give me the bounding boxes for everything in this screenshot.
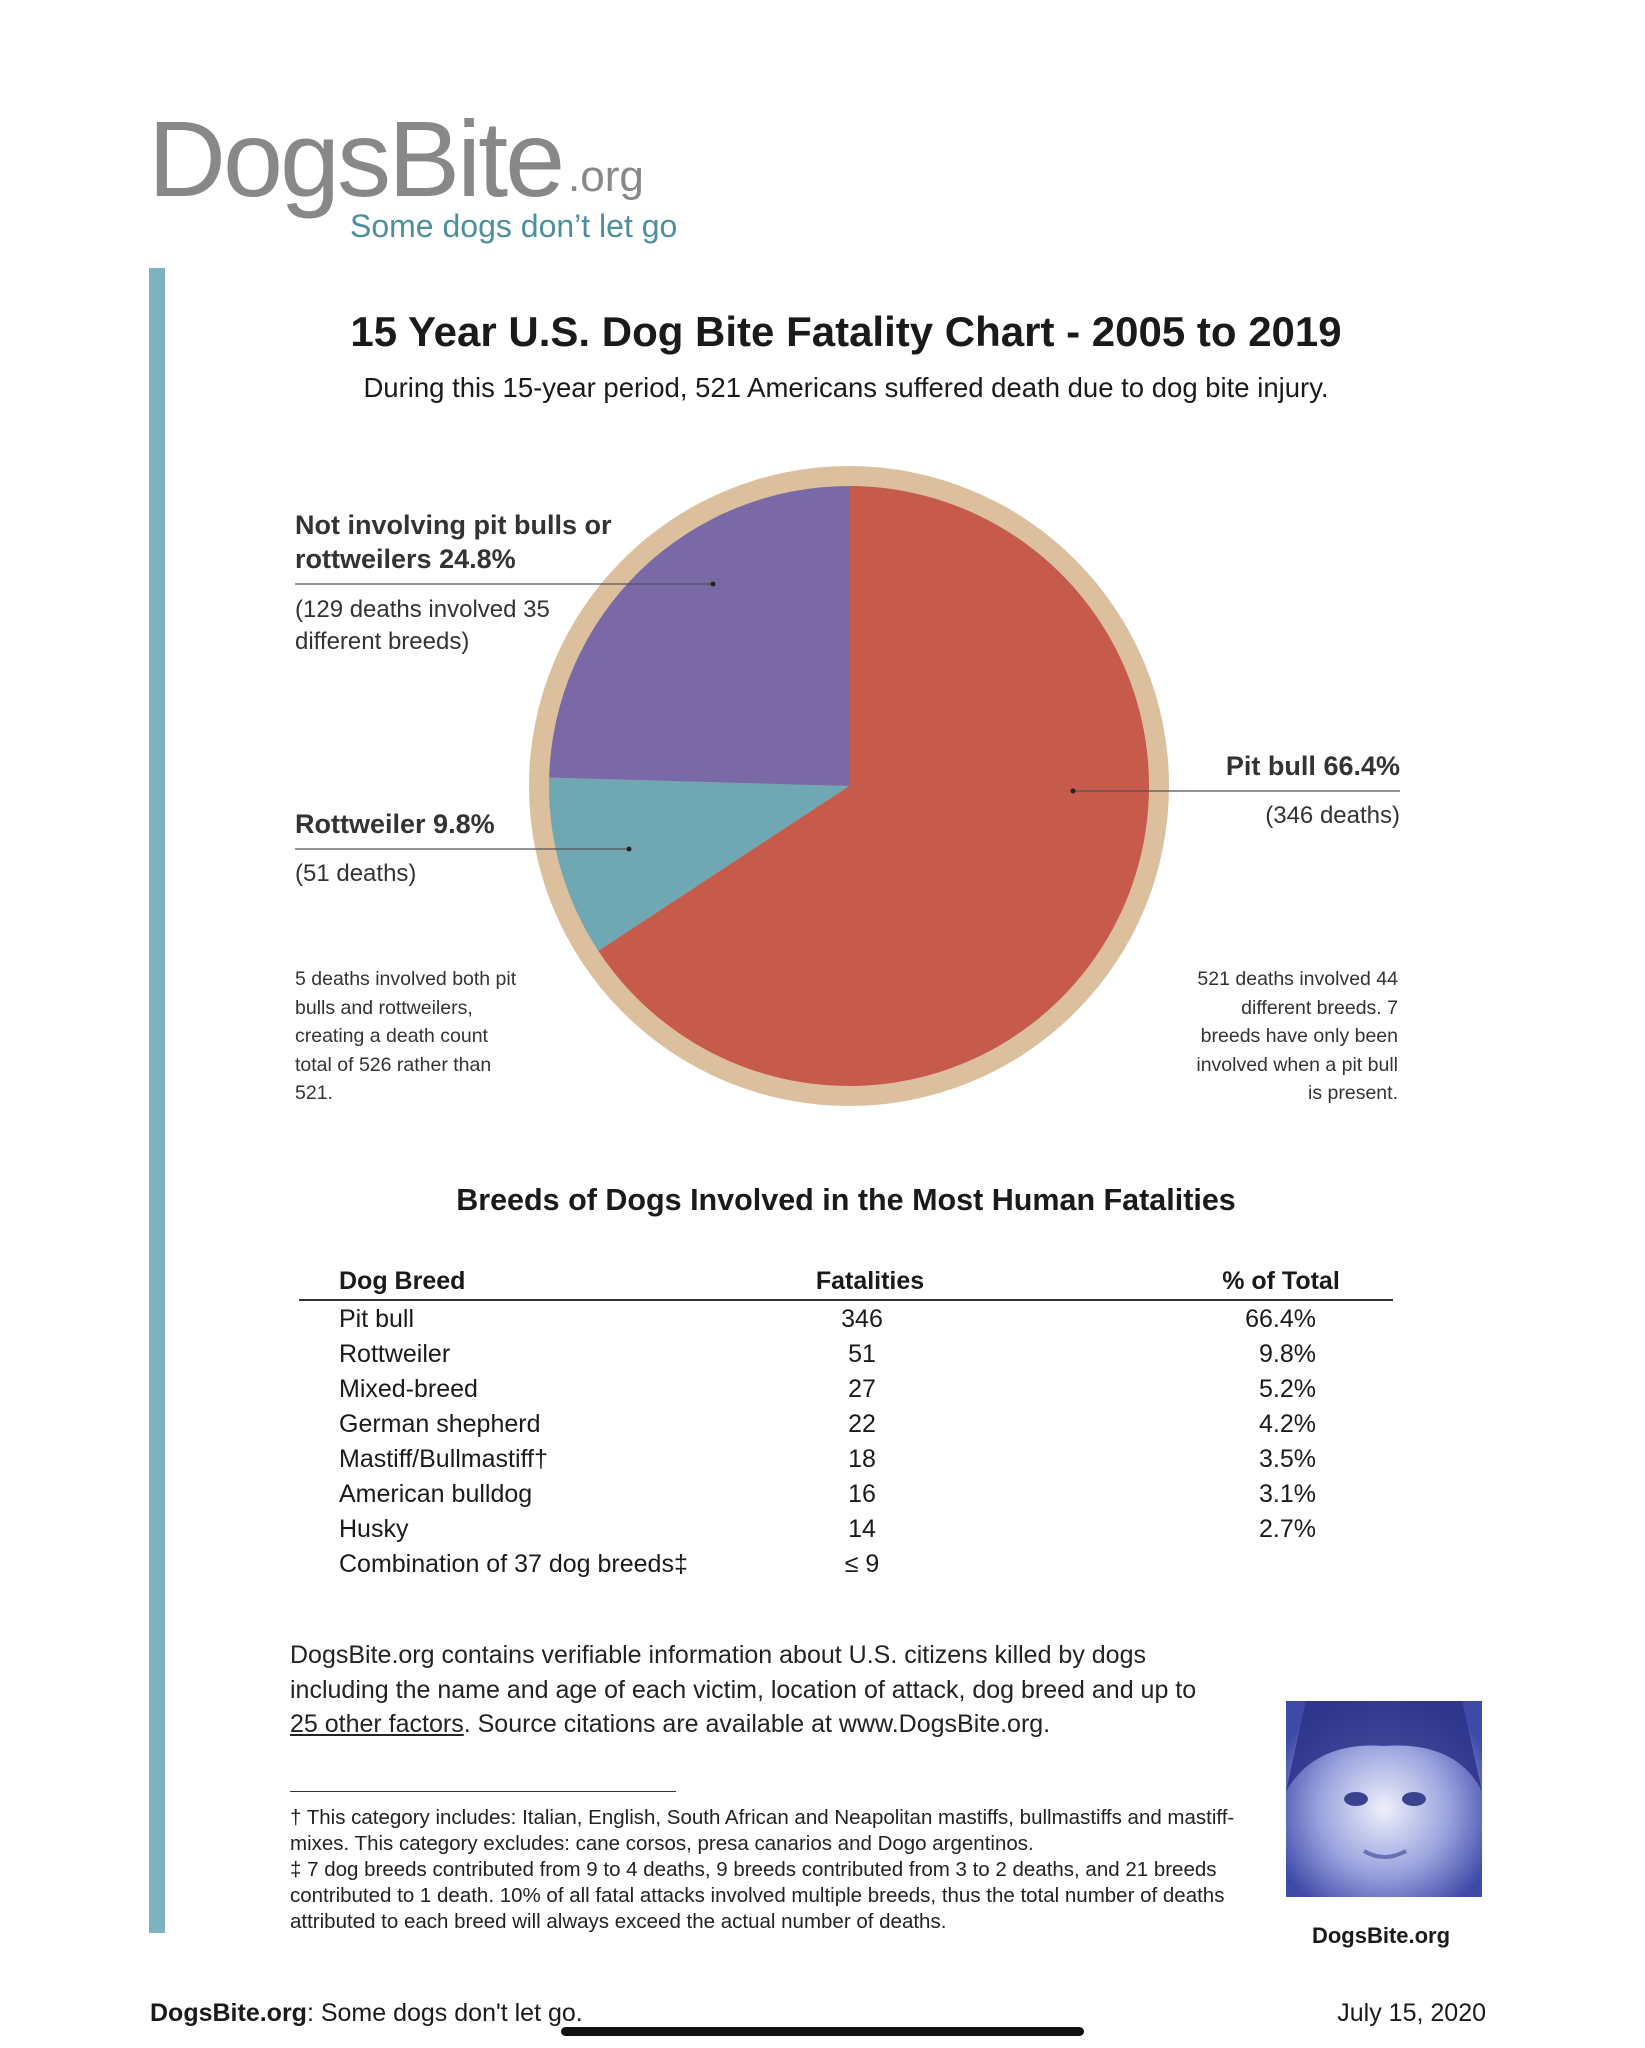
footnote: ‡ 7 dog breeds contributed from 9 to 4 d… xyxy=(290,1858,1225,1933)
table-cell: 51 xyxy=(848,1340,876,1368)
table-cell: 27 xyxy=(848,1375,876,1403)
table-cell: Mixed-breed xyxy=(339,1375,478,1403)
table-cell: 346 xyxy=(841,1305,883,1333)
footer-site: DogsBite.org xyxy=(150,1999,307,2027)
table-title: Breeds of Dogs Involved in the Most Huma… xyxy=(456,1183,1236,1217)
table-header: % of Total xyxy=(1222,1267,1340,1295)
table-cell: German shepherd xyxy=(339,1410,541,1438)
logo-name: DogsBite xyxy=(148,98,565,219)
table-cell: 66.4% xyxy=(1245,1305,1316,1333)
footer-tagline: : Some dogs don't let go. xyxy=(306,1999,583,2027)
table-cell: Rottweiler xyxy=(339,1340,451,1368)
text: DogsBite.org contains verifiable informa… xyxy=(290,1641,1197,1704)
table-cell: ≤ 9 xyxy=(844,1550,880,1578)
footer-date: July 15, 2020 xyxy=(1337,1999,1486,2027)
footer: DogsBite.org: Some dogs don't let go. xyxy=(150,1999,583,2028)
table-cell: 22 xyxy=(848,1410,876,1438)
leader-dot xyxy=(710,581,716,587)
annotation: (51 deaths) xyxy=(295,860,417,887)
footnote: † This category includes: Italian, Engli… xyxy=(290,1806,1235,1855)
chart-subtitle: During this 15-year period, 521 American… xyxy=(363,372,1329,403)
table-cell: Pit bull xyxy=(339,1305,415,1333)
table-cell: 16 xyxy=(848,1480,876,1508)
logo-tagline: Some dogs don’t let go xyxy=(350,208,678,244)
value-label: 9.8% xyxy=(433,809,495,839)
slice-label: Rottweiler 9.8% xyxy=(295,807,495,841)
link[interactable]: 25 other factors xyxy=(290,1710,464,1738)
footnote-rule xyxy=(290,1791,676,1792)
table-cell: American bulldog xyxy=(339,1480,533,1508)
slice-label: Not involving pit bulls or rottweilers 2… xyxy=(295,508,625,576)
table-cell: 4.2% xyxy=(1259,1410,1316,1438)
annotation: (346 deaths) xyxy=(1265,802,1400,829)
table-header: Fatalities xyxy=(815,1267,925,1295)
table-header: Dog Breed xyxy=(339,1267,466,1295)
pie-chart xyxy=(295,466,1400,1106)
side-bar xyxy=(149,268,165,1933)
slice-label: Pit bull 66.4% xyxy=(1226,749,1400,783)
category: Not involving pit bulls or rottweilers xyxy=(295,510,612,574)
leader-dot xyxy=(626,846,632,852)
footnotes: † This category includes: Italian, Engli… xyxy=(290,1805,1260,1935)
table-cell: Mastiff/Bullmastiff† xyxy=(339,1445,548,1473)
photo xyxy=(1286,1701,1482,1897)
table-cell: 9.8% xyxy=(1259,1340,1316,1368)
table-cell: 18 xyxy=(848,1445,876,1473)
table-cell: 14 xyxy=(848,1515,876,1543)
category: Pit bull xyxy=(1225,751,1316,781)
photo-caption: DogsBite.org xyxy=(1311,1923,1451,1948)
chart-title: 15 Year U.S. Dog Bite Fatality Chart - 2… xyxy=(350,308,1342,355)
logo-suffix: .org xyxy=(568,152,644,201)
note: 5 deaths involved both pit bulls and rot… xyxy=(295,968,517,1104)
table-cell: 2.7% xyxy=(1259,1515,1316,1543)
pie-slice xyxy=(549,486,849,786)
value-label: 24.8% xyxy=(439,544,516,574)
table-cell: 3.1% xyxy=(1259,1480,1316,1508)
table-rule xyxy=(299,1299,1393,1301)
paragraph: DogsBite.org contains verifiable informa… xyxy=(290,1638,1220,1742)
note: 521 deaths involved 44 different breeds.… xyxy=(1196,968,1398,1104)
pie-slice xyxy=(549,777,849,951)
table-cell: Combination of 37 dog breeds‡ xyxy=(339,1550,688,1578)
text: . Source citations are available at www.… xyxy=(463,1710,1051,1738)
category: Rottweiler xyxy=(295,809,426,839)
table-cell: Husky xyxy=(339,1515,409,1543)
home-indicator xyxy=(561,2027,1084,2036)
annotation: (129 deaths involved 35 different breeds… xyxy=(295,596,550,655)
table-cell: 3.5% xyxy=(1259,1445,1316,1473)
leader-dot xyxy=(1070,788,1076,794)
value-label: 66.4% xyxy=(1323,751,1400,781)
pie-slice xyxy=(598,486,1149,1086)
table-cell: 5.2% xyxy=(1259,1375,1316,1403)
